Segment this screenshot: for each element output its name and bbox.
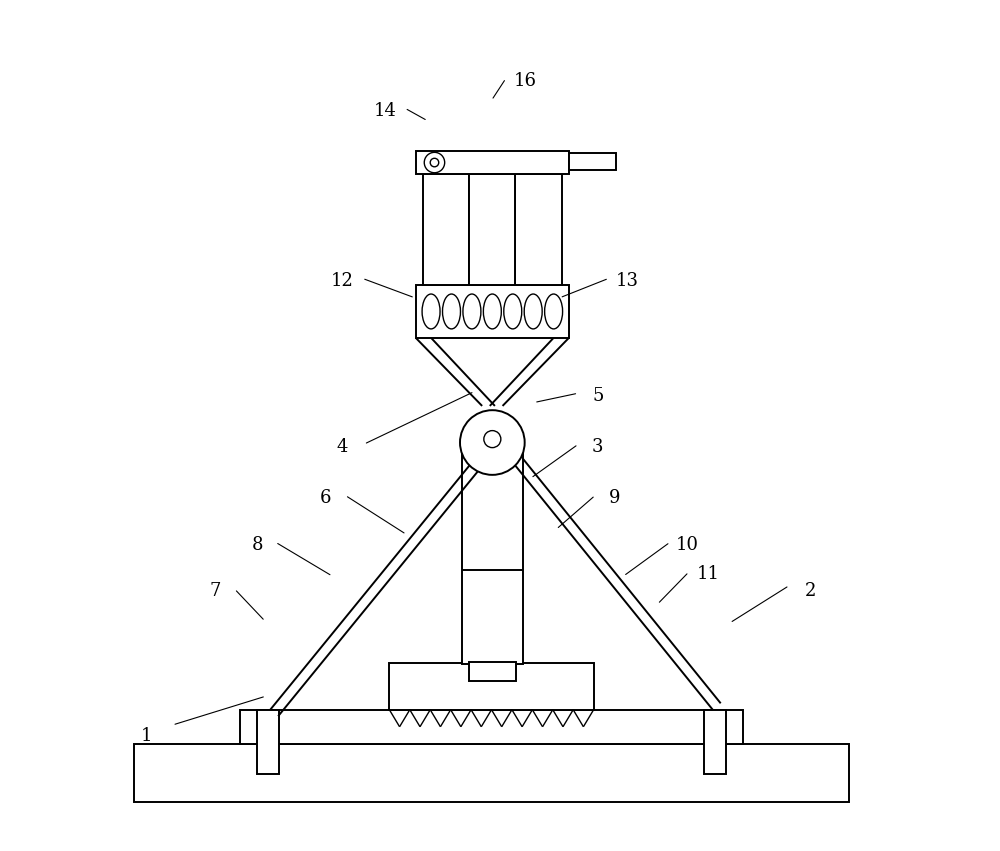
Bar	[469, 174, 515, 285]
Circle shape	[424, 152, 445, 173]
Bar	[389, 663, 594, 710]
Bar	[569, 153, 616, 170]
Text: 8: 8	[252, 535, 263, 554]
Circle shape	[484, 431, 501, 448]
Text: 9: 9	[609, 488, 621, 507]
Text: 7: 7	[209, 582, 221, 601]
Bar	[240, 710, 743, 744]
Text: 1: 1	[141, 727, 153, 745]
Text: 5: 5	[592, 386, 604, 405]
Bar	[416, 285, 569, 338]
Ellipse shape	[504, 294, 522, 329]
Text: 2: 2	[805, 582, 816, 601]
Ellipse shape	[524, 294, 542, 329]
Bar	[257, 710, 279, 774]
Bar	[515, 174, 562, 285]
Ellipse shape	[443, 294, 460, 329]
Text: 16: 16	[514, 71, 537, 90]
Text: 13: 13	[616, 271, 639, 290]
Circle shape	[460, 410, 525, 475]
Bar	[134, 744, 849, 802]
Circle shape	[430, 158, 439, 167]
Ellipse shape	[483, 294, 501, 329]
Text: 14: 14	[374, 101, 397, 120]
Ellipse shape	[463, 294, 481, 329]
Bar	[462, 451, 523, 664]
Text: 4: 4	[337, 437, 348, 456]
Text: 10: 10	[676, 535, 699, 554]
Bar	[704, 710, 726, 774]
Bar	[469, 662, 516, 681]
Text: 3: 3	[592, 437, 604, 456]
Ellipse shape	[545, 294, 563, 329]
Text: 6: 6	[320, 488, 331, 507]
Bar	[423, 174, 469, 285]
Bar	[416, 151, 569, 174]
Text: 11: 11	[697, 565, 720, 584]
Ellipse shape	[422, 294, 440, 329]
Text: 12: 12	[331, 271, 354, 290]
